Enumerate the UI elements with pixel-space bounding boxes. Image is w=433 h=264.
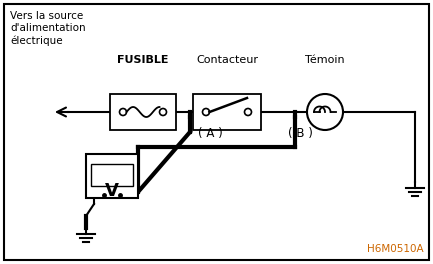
Text: Témoin: Témoin	[305, 55, 345, 65]
Text: H6M0510A: H6M0510A	[367, 244, 424, 254]
Circle shape	[203, 109, 210, 116]
Text: Vers la source
d'alimentation
électrique: Vers la source d'alimentation électrique	[10, 11, 86, 46]
Circle shape	[245, 109, 252, 116]
Circle shape	[159, 109, 167, 116]
Bar	[86, 154, 138, 198]
Text: ( A ): ( A )	[197, 128, 223, 140]
Bar	[91, 164, 133, 186]
Text: FUSIBLE: FUSIBLE	[117, 55, 169, 65]
Text: ( B ): ( B )	[288, 128, 313, 140]
Circle shape	[120, 109, 126, 116]
Bar	[110, 94, 176, 130]
Circle shape	[307, 94, 343, 130]
Bar	[193, 94, 261, 130]
Text: Contacteur: Contacteur	[196, 55, 258, 65]
Text: V: V	[105, 182, 119, 200]
